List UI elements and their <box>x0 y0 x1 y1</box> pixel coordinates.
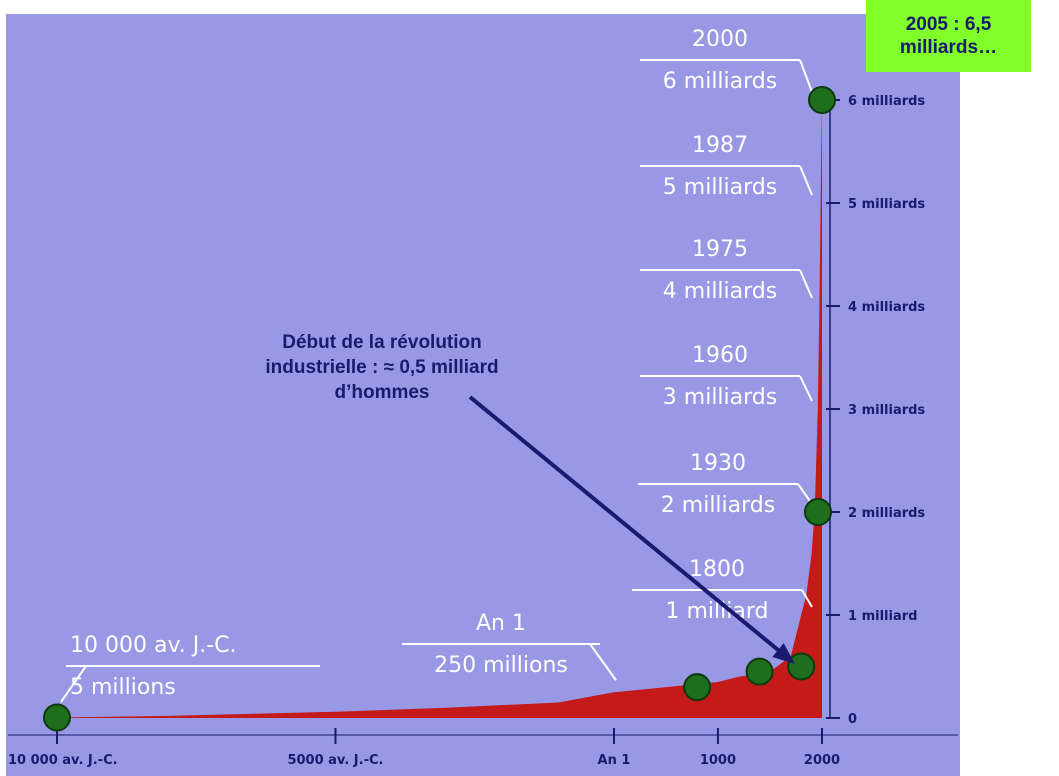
milestone-label: An 1 250 millions <box>402 611 617 681</box>
milestone-year: 1975 <box>692 237 748 262</box>
milestone-marker <box>787 652 816 681</box>
milestone-year: 10 000 av. J.-C. <box>70 633 237 658</box>
milestone-leader <box>801 589 813 608</box>
y-tick-label: 3 milliards <box>848 403 925 418</box>
milestone-labels: 10 000 av. J.-C. 5 millions An 1 250 millio… <box>60 27 813 703</box>
milestone-marker <box>43 703 71 732</box>
annotation-line: industrielle : ≈ 0,5 milliard <box>265 357 498 378</box>
milestone-value: 5 milliards <box>663 175 777 200</box>
milestone-value: 1 milliard <box>666 599 769 624</box>
y-tick-label: 2 milliards <box>848 506 925 521</box>
milestone-leader <box>799 59 813 93</box>
milestone-leader <box>797 483 813 505</box>
milestone-marker <box>804 498 832 526</box>
x-tick-label: 1000 <box>700 753 736 768</box>
y-tick-label: 1 milliard <box>848 609 917 624</box>
y-tick-label: 6 milliards <box>848 94 925 109</box>
industrial-revolution-annotation: Début de la révolution industrielle : ≈ 0… <box>265 332 795 664</box>
x-tick-label: 2000 <box>804 753 840 768</box>
milestone-leader <box>799 165 813 196</box>
milestone-year: 1960 <box>692 343 748 368</box>
badge-line2: milliards… <box>899 37 998 58</box>
milestone-year: 1930 <box>690 451 746 476</box>
badge-line1: 2005 : 6,5 <box>905 14 992 35</box>
annotation-arrow-head <box>772 643 795 664</box>
milestone-label: 1975 4 milliards <box>640 237 813 304</box>
x-tick-label: 10 000 av. J.-C. <box>8 753 118 768</box>
milestone-label: 1930 2 milliards <box>638 451 813 518</box>
current-population-badge: 2005 : 6,5 milliards… <box>866 0 1031 72</box>
milestone-year: An 1 <box>476 611 526 636</box>
y-tick-label: 4 milliards <box>848 300 925 315</box>
milestone-label: 1960 3 milliards <box>640 343 813 410</box>
x-axis: 10 000 av. J.-C. 5000 av. J.-C. An 1 1000 20… <box>8 728 958 768</box>
x-tick-label: 5000 av. J.-C. <box>287 753 383 768</box>
milestone-year: 1987 <box>692 133 748 158</box>
y-axis: 0 1 milliard 2 milliards 3 milliards 4 milli… <box>826 90 925 727</box>
milestone-marker <box>808 86 836 114</box>
milestone-value: 6 milliards <box>663 69 777 94</box>
annotation-arrow-line <box>468 395 785 656</box>
y-tick-label: 5 milliards <box>848 197 925 212</box>
y-tick-label: 0 <box>848 712 857 727</box>
milestone-value: 250 millions <box>434 653 568 678</box>
milestone-label: 1987 5 milliards <box>640 133 813 200</box>
milestone-label: 2000 6 milliards <box>640 27 813 94</box>
x-tick-label: An 1 <box>598 753 631 768</box>
milestone-label: 1800 1 milliard <box>632 557 813 624</box>
milestone-marker <box>683 673 712 702</box>
milestone-label: 10 000 av. J.-C. 5 millions <box>60 633 320 703</box>
milestone-leader <box>799 269 813 299</box>
milestone-year: 2000 <box>692 27 748 52</box>
milestone-year: 1800 <box>689 557 745 582</box>
milestone-value: 3 milliards <box>663 385 777 410</box>
milestone-markers <box>43 86 836 732</box>
milestone-value: 2 milliards <box>661 493 775 518</box>
milestone-leader <box>60 665 87 703</box>
annotation-line: Début de la révolution <box>282 332 482 353</box>
milestone-leader <box>799 375 813 402</box>
milestone-value: 4 milliards <box>663 279 777 304</box>
milestone-marker <box>745 657 774 686</box>
milestone-value: 5 millions <box>70 675 176 700</box>
annotation-line: d’hommes <box>334 382 429 403</box>
milestone-leader <box>589 643 617 681</box>
